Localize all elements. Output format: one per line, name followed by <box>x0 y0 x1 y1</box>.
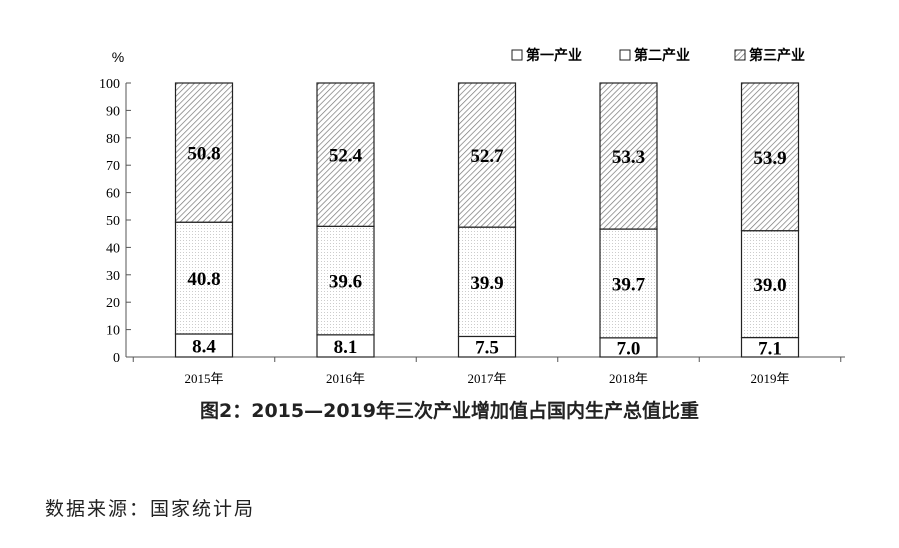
bar-segment <box>599 228 658 339</box>
y-tick-label: 10 <box>106 324 120 339</box>
y-tick-label: 40 <box>106 241 120 256</box>
y-tick-label: 90 <box>106 104 120 119</box>
bar-segment <box>457 226 517 338</box>
data-label: 52.4 <box>329 146 363 167</box>
y-tick-label: 100 <box>99 77 120 92</box>
y-tick-label: 80 <box>106 132 120 147</box>
bar-segment <box>174 221 234 335</box>
legend-swatch <box>619 49 631 61</box>
bar-segment <box>740 230 800 339</box>
data-label: 39.7 <box>612 274 646 295</box>
x-tick-label: 2019年 <box>750 371 789 386</box>
legend-label: 第一产业 <box>526 47 582 64</box>
data-label: 7.5 <box>475 338 499 359</box>
x-tick-label: 2015年 <box>184 371 223 386</box>
y-tick-label: 60 <box>106 187 120 202</box>
y-tick-label: 70 <box>106 159 120 174</box>
y-tick-label: 20 <box>106 296 120 311</box>
x-tick-label: 2017年 <box>467 371 506 386</box>
data-label: 50.8 <box>187 144 220 165</box>
data-label: 8.4 <box>192 336 216 357</box>
legend-label: 第三产业 <box>749 47 805 64</box>
data-label: 7.0 <box>617 338 641 359</box>
bar-segment <box>599 82 658 230</box>
y-tick-label: 30 <box>106 269 120 284</box>
data-label: 52.7 <box>470 146 504 167</box>
stacked-bar-chart: % 0 10 20 30 40 50 60 70 80 90 100 8.4 40.8 50.8 2015年 8… <box>99 47 845 386</box>
bar-segment <box>740 82 800 232</box>
y-tick-label: 50 <box>106 214 120 229</box>
data-label: 8.1 <box>334 337 358 358</box>
legend-swatch <box>734 49 746 61</box>
chart-title: 图2：2015—2019年三次产业增加值占国内生产总值比重 <box>200 400 699 422</box>
data-label: 39.6 <box>329 272 362 293</box>
x-tick-label: 2016年 <box>326 371 365 386</box>
data-label: 40.8 <box>187 269 220 290</box>
legend-label: 第二产业 <box>634 47 690 64</box>
data-label: 39.9 <box>470 273 503 294</box>
bar-segment <box>174 82 234 223</box>
data-label: 7.1 <box>758 338 782 359</box>
data-source: 数据来源：国家统计局 <box>45 498 256 520</box>
data-label: 53.3 <box>612 147 645 168</box>
data-label: 53.9 <box>753 148 786 169</box>
y-tick-label: 0 <box>113 351 120 366</box>
bar-segment <box>457 82 517 228</box>
data-label: 39.0 <box>753 275 786 296</box>
x-tick-label: 2018年 <box>609 371 648 386</box>
y-axis-label: % <box>112 49 124 65</box>
legend-swatch <box>511 49 523 61</box>
bar-segment <box>316 82 375 227</box>
